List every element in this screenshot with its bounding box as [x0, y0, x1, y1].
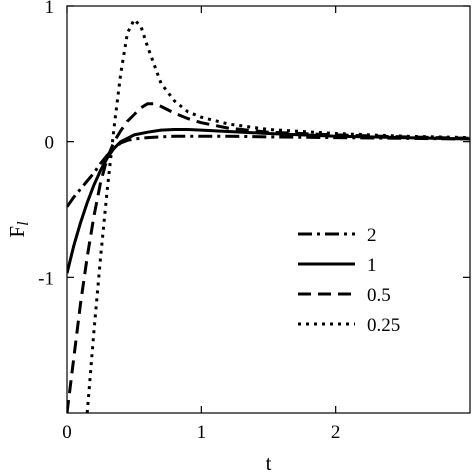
y-tick-label: 0: [45, 133, 55, 154]
x-axis-label: t: [266, 451, 272, 474]
series-line-1: [67, 134, 470, 208]
legend-label-4: 0.25: [367, 315, 400, 336]
y-tick-label: -1: [38, 268, 54, 289]
series-layer: [67, 18, 470, 413]
legend-label-3: 0.5: [367, 285, 391, 306]
y-axis-label-main: F: [5, 226, 29, 238]
y-tick-label: 1: [45, 0, 55, 18]
plot-frame: [66, 5, 471, 414]
x-tick-label: 0: [62, 422, 72, 443]
legend: 2 1 0.5 0.25: [298, 225, 400, 336]
x-tick-label: 2: [331, 422, 341, 443]
y-axis-label-subscript: l: [15, 221, 32, 226]
series-line-3: [67, 102, 470, 413]
legend-label-2: 1: [367, 255, 377, 276]
y-axis-label: Fl: [5, 221, 32, 238]
x-tick-label: 1: [197, 422, 207, 443]
series-line-2: [67, 128, 470, 274]
axis-tick-labels: 0 1 2 1 0 -1: [38, 0, 340, 443]
legend-label-1: 2: [367, 225, 377, 246]
axis-ticks: [66, 5, 470, 413]
series-line-4: [85, 18, 470, 413]
